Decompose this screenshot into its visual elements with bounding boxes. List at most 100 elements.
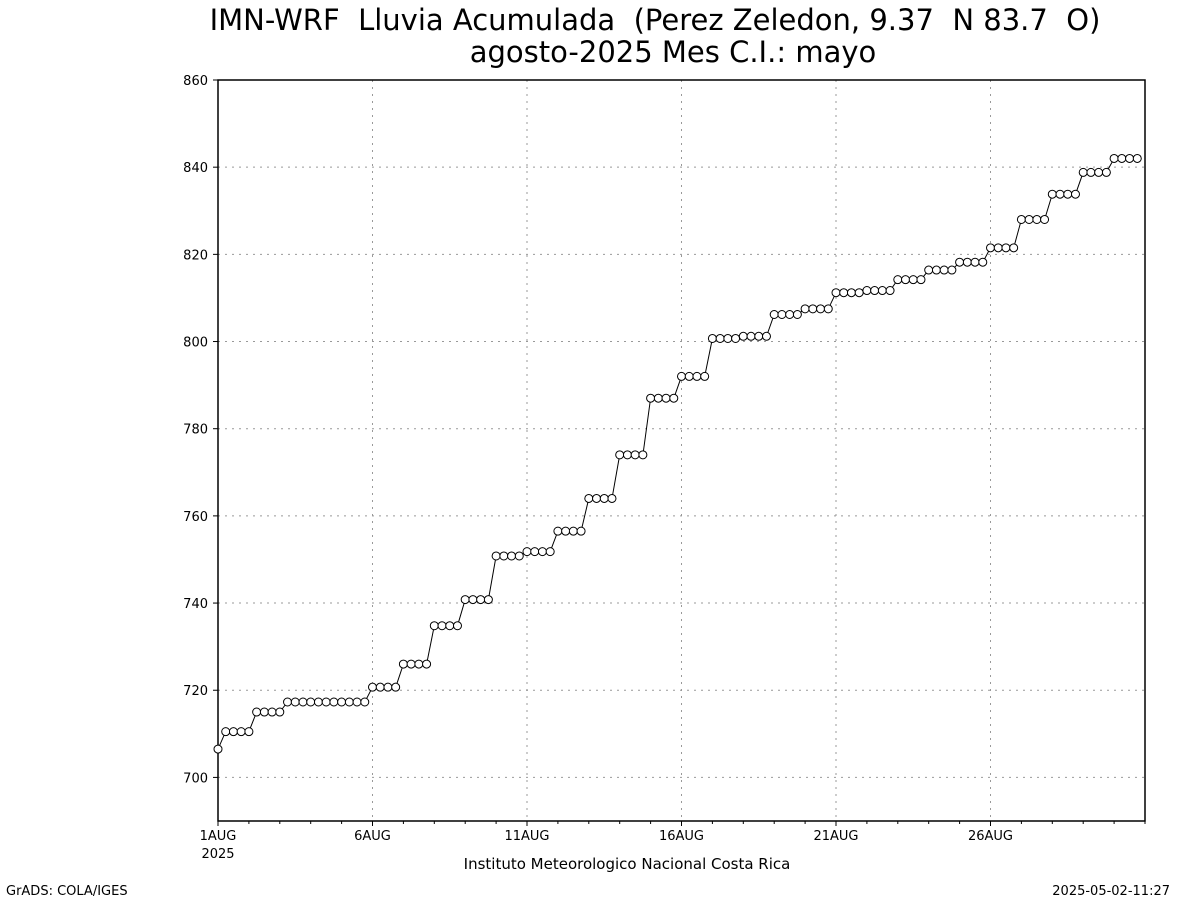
data-point [1047, 189, 1057, 199]
data-point [1132, 153, 1142, 163]
data-point [252, 707, 262, 717]
data-point [800, 304, 810, 314]
data-point [816, 304, 826, 314]
chart-subtitle: agosto-2025 Mes C.I.: mayo [470, 35, 877, 69]
series-accumulated-rain [213, 153, 1142, 754]
data-point [615, 450, 625, 460]
data-point [537, 547, 547, 557]
data-point [715, 333, 725, 343]
data-point [731, 333, 741, 343]
x-tick-label: 16AUG [659, 829, 704, 844]
data-point [1063, 189, 1073, 199]
data-point [1125, 153, 1135, 163]
data-point [514, 551, 524, 561]
data-point [553, 526, 563, 536]
data-point [321, 697, 331, 707]
data-point [1016, 214, 1026, 224]
data-point [630, 450, 640, 460]
data-point [568, 526, 578, 536]
data-point [522, 547, 532, 557]
data-point [576, 526, 586, 536]
data-point [692, 371, 702, 381]
y-tick-label: 720 [183, 684, 208, 699]
data-point [507, 551, 517, 561]
data-point [561, 526, 571, 536]
data-point [908, 275, 918, 285]
data-point [607, 493, 617, 503]
data-point [761, 331, 771, 341]
data-point [1117, 153, 1127, 163]
data-point [236, 727, 246, 737]
data-point [483, 595, 493, 605]
data-point [584, 493, 594, 503]
data-point [661, 393, 671, 403]
x-tick-label: 6AUG [354, 829, 391, 844]
data-point [808, 304, 818, 314]
data-point [445, 621, 455, 631]
plot-frame [217, 79, 1146, 822]
data-point [1024, 214, 1034, 224]
data-point [707, 333, 717, 343]
timestamp-label: 2025-05-02-11:27 [1052, 884, 1170, 899]
data-point [738, 331, 748, 341]
data-point [839, 288, 849, 298]
x-axis: 1AUG 2025 6AUG 11AUG 16AUG 21AUG 26AUG [200, 821, 1146, 862]
data-point [290, 697, 300, 707]
data-point [885, 286, 895, 296]
data-point [877, 286, 887, 296]
data-point [769, 310, 779, 320]
data-point [337, 697, 347, 707]
x-tick-label: 21AUG [813, 829, 858, 844]
data-point [398, 659, 408, 669]
y-tick-label: 760 [183, 510, 208, 525]
data-point [375, 682, 385, 692]
data-point [259, 707, 269, 717]
data-point [986, 243, 995, 253]
data-point [653, 393, 663, 403]
data-point [978, 257, 988, 267]
data-point [677, 371, 686, 381]
data-point [275, 707, 285, 717]
data-point [313, 697, 323, 707]
data-point [916, 275, 926, 285]
y-tick-label: 740 [183, 597, 208, 612]
data-point [1094, 167, 1104, 177]
data-point [638, 450, 648, 460]
data-point [785, 310, 795, 320]
institution-label: Instituto Meteorologico Nacional Costa R… [464, 855, 791, 873]
data-point [592, 493, 602, 503]
data-point [1078, 167, 1088, 177]
data-point [460, 595, 470, 605]
data-point [831, 288, 841, 298]
data-point [1009, 243, 1019, 253]
data-point [352, 697, 362, 707]
data-point [723, 333, 733, 343]
y-tick-label: 820 [183, 248, 208, 263]
gridlines [218, 80, 1145, 821]
y-tick-label: 780 [183, 423, 208, 438]
data-point [499, 551, 509, 561]
y-tick-label: 800 [183, 336, 208, 351]
data-point [221, 727, 231, 737]
data-point [622, 450, 632, 460]
data-point [924, 265, 934, 275]
data-point [993, 243, 1003, 253]
data-point [1101, 167, 1111, 177]
data-point [792, 310, 802, 320]
y-tick-label: 860 [183, 74, 208, 89]
data-point [437, 621, 447, 631]
data-point [955, 257, 965, 267]
y-tick-label: 840 [183, 161, 208, 176]
data-point [846, 288, 856, 298]
data-point [700, 371, 710, 381]
data-point [646, 393, 656, 403]
data-point [669, 393, 679, 403]
data-point [468, 595, 478, 605]
data-point [283, 697, 293, 707]
data-point [1086, 167, 1096, 177]
data-point [962, 257, 972, 267]
data-point [939, 265, 949, 275]
data-point [530, 547, 540, 557]
data-point [429, 621, 439, 631]
